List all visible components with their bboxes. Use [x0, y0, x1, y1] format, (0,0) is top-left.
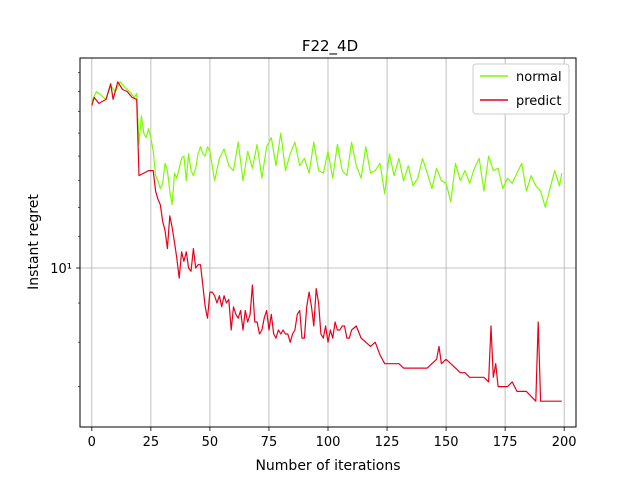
x-tick-label: 25	[143, 435, 160, 450]
x-tick-label: 100	[316, 435, 341, 450]
chart-title: F22_4D	[302, 37, 358, 56]
legend-label-normal: normal	[516, 70, 562, 85]
x-tick-label: 50	[202, 435, 219, 450]
series-line-normal	[91, 81, 563, 208]
series-lines	[91, 81, 563, 402]
y-axis-ticks: 10¹	[50, 72, 80, 387]
x-tick-label: 0	[88, 435, 96, 450]
x-axis-label: Number of iterations	[255, 458, 400, 474]
x-tick-label: 75	[261, 435, 278, 450]
y-tick-label: 10¹	[50, 262, 72, 277]
x-tick-label: 175	[493, 435, 518, 450]
x-tick-label: 200	[552, 435, 577, 450]
y-axis-label: Instant regret	[26, 194, 42, 290]
x-tick-label: 150	[434, 435, 459, 450]
grid	[80, 58, 576, 427]
legend-label-predict: predict	[516, 94, 561, 109]
x-axis-ticks: 0 25 50 75 100 125 150 175 200	[88, 427, 577, 450]
legend: normal predict	[472, 63, 570, 115]
x-tick-label: 125	[375, 435, 400, 450]
series-line-predict	[91, 81, 562, 402]
